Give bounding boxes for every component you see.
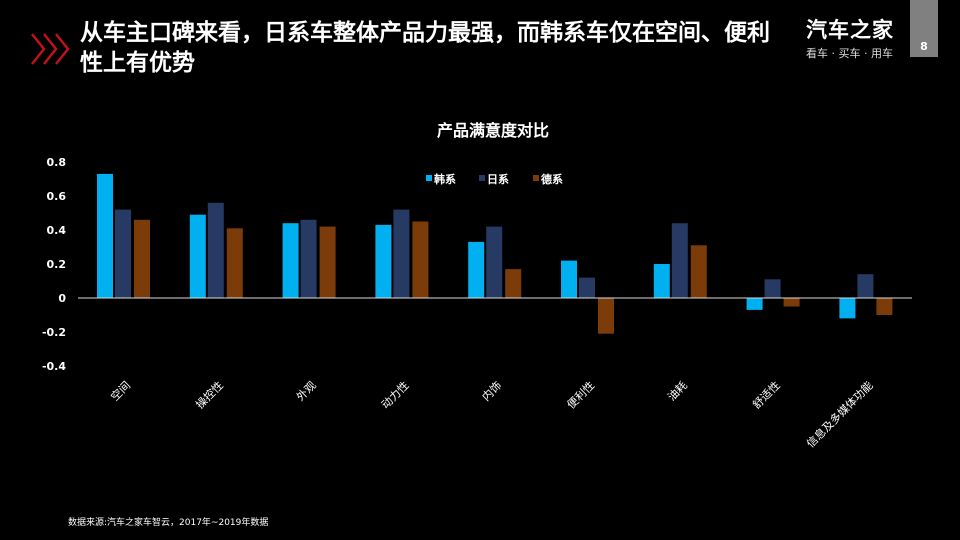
bar	[486, 226, 503, 298]
bar	[134, 219, 150, 298]
x-tick-label: 操控性	[193, 378, 226, 411]
legend-swatch	[533, 175, 539, 181]
data-source: 数据来源:汽车之家车智云，2017年~2019年数据	[68, 518, 269, 528]
bar	[764, 279, 781, 298]
bar	[857, 274, 874, 298]
bar	[561, 260, 577, 298]
legend-label: 日系	[487, 172, 509, 186]
bar	[207, 202, 224, 298]
y-tick-label: 0	[58, 292, 66, 305]
legend-label: 韩系	[434, 172, 456, 186]
x-tick-label: 动力性	[378, 378, 411, 411]
x-tick-label: 外观	[294, 379, 319, 404]
bar	[300, 219, 317, 298]
bar	[393, 209, 410, 298]
bar	[97, 173, 113, 298]
chart-title: 产品满意度对比	[437, 121, 549, 140]
bar	[579, 277, 595, 298]
bar	[319, 226, 336, 298]
bar	[653, 264, 670, 298]
y-tick-label: 0.2	[47, 258, 67, 271]
bar	[671, 223, 688, 298]
bar	[115, 209, 131, 298]
bar	[282, 223, 299, 298]
bar	[226, 228, 243, 298]
bar	[839, 298, 856, 319]
bar	[375, 224, 392, 298]
logo-slogan: 看车 · 买车 · 用车	[806, 47, 893, 60]
page-number-box: 8	[910, 0, 938, 57]
legend-swatch	[479, 175, 485, 181]
bar	[876, 298, 893, 315]
x-tick-label: 信息及多媒体功能	[803, 378, 875, 450]
x-tick-label: 油耗	[664, 378, 689, 403]
x-tick-label: 便利性	[564, 378, 597, 411]
bar	[189, 214, 206, 298]
bar	[505, 269, 522, 298]
y-tick-label: 0.6	[47, 190, 67, 203]
y-tick-label: -0.2	[42, 326, 66, 339]
y-tick-label: -0.4	[42, 360, 66, 373]
x-tick-label: 内饰	[479, 378, 504, 403]
bar	[690, 245, 707, 298]
bar	[598, 298, 614, 334]
bar	[468, 241, 485, 298]
bar	[412, 221, 429, 298]
legend-swatch	[426, 175, 432, 181]
page-title: 从车主口碑来看，日系车整体产品力最强，而韩系车仅在空间、便利性上有优势	[80, 20, 770, 76]
y-tick-label: 0.8	[47, 156, 67, 169]
x-tick-label: 空间	[108, 378, 133, 403]
page-number: 8	[920, 40, 928, 53]
y-tick-label: 0.4	[47, 224, 67, 237]
bar	[746, 298, 763, 310]
logo-main: 汽车之家	[806, 18, 894, 42]
chevrons-icon	[31, 33, 70, 65]
x-tick-label: 舒适性	[749, 378, 782, 411]
legend-label: 德系	[540, 172, 563, 186]
bar	[783, 298, 800, 307]
logo: 汽车之家 看车 · 买车 · 用车	[806, 14, 906, 61]
